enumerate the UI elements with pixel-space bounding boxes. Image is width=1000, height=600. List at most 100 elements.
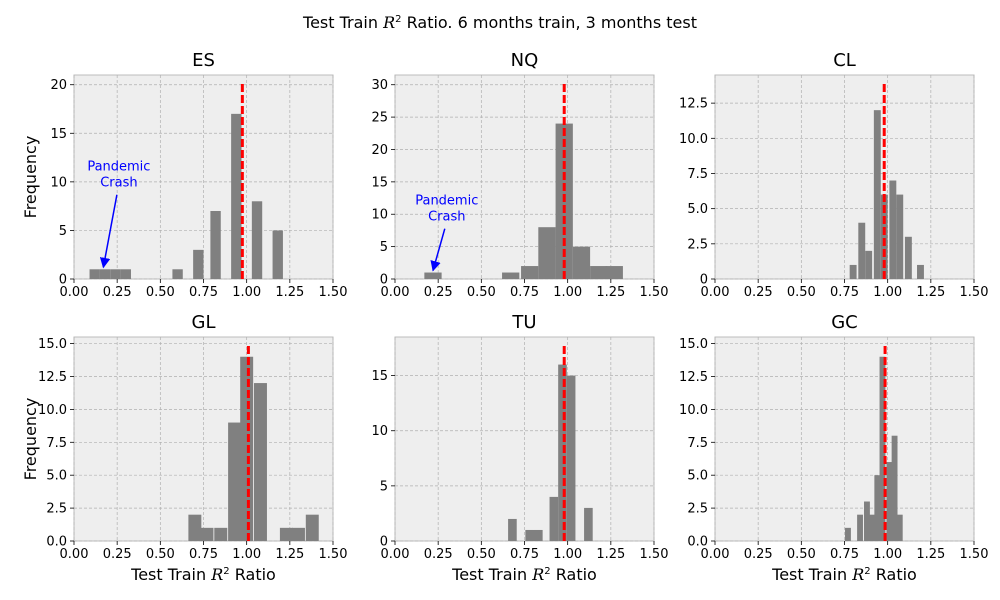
x-axis-label: Test Train R2 Ratio bbox=[451, 565, 597, 584]
panel-gc: 0.00 0.25 0.50 0.75 1.00 1.25 1.50 0.0 2.5 5.0 7.5… bbox=[679, 312, 988, 584]
x-tick-label: 0.50 bbox=[467, 285, 496, 300]
histogram-bar bbox=[891, 435, 898, 541]
panel-cl: 0.00 0.25 0.50 0.75 1.00 1.25 1.50 0 2.5 5.0 7.5 10… bbox=[679, 50, 988, 300]
y-tick-label: 2.5 bbox=[687, 502, 708, 517]
histogram-bar bbox=[869, 514, 876, 541]
histogram-bar bbox=[889, 180, 897, 279]
y-tick-label: 15 bbox=[50, 127, 67, 142]
histogram-bar bbox=[879, 356, 886, 541]
x-tick-label: 0.00 bbox=[381, 285, 410, 300]
histogram-bar bbox=[521, 266, 539, 279]
y-tick-label: 5.0 bbox=[687, 202, 708, 217]
x-tick-label: 0.50 bbox=[146, 285, 175, 300]
panels: 0.00 0.25 0.50 0.75 1.00 1.25 1.5005101520ESFr… bbox=[21, 50, 988, 584]
histogram-bar bbox=[904, 236, 912, 279]
panel-title: ES bbox=[192, 50, 215, 71]
x-tick-label: 0.25 bbox=[424, 547, 453, 562]
x-tick-label: 0.50 bbox=[787, 285, 816, 300]
y-axis-label: Frequency bbox=[21, 398, 40, 481]
x-tick-label: 1.25 bbox=[596, 547, 625, 562]
y-tick-label: 7.5 bbox=[46, 436, 67, 451]
panel-tu: 0.00 0.25 0.50 0.75 1.00 1.25 1.50 0 5 10 15 TU Test… bbox=[371, 312, 668, 584]
y-tick-label: 12.5 bbox=[38, 370, 67, 385]
x-tick-label: 0.50 bbox=[787, 547, 816, 562]
histogram-bar bbox=[502, 272, 520, 279]
panel-title: GC bbox=[831, 312, 858, 333]
histogram-bar bbox=[572, 246, 591, 279]
y-tick-label: 30 bbox=[371, 78, 388, 93]
histogram-bar bbox=[110, 269, 121, 279]
histogram-bar bbox=[200, 527, 214, 541]
annotation-arrow bbox=[99, 194, 118, 269]
histogram-bar bbox=[533, 529, 543, 541]
panel-nq: 0.00 0.25 0.50 0.75 1.00 1.25 1.50 0 5 10 15 20 25 30… bbox=[371, 50, 668, 300]
histogram-bar bbox=[873, 110, 881, 279]
x-tick-label: 0.75 bbox=[189, 285, 218, 300]
x-tick-label: 1.00 bbox=[553, 547, 582, 562]
y-tick-label: 12.5 bbox=[679, 370, 708, 385]
y-tick-label: 5.0 bbox=[46, 469, 67, 484]
annotation-text: Crash bbox=[428, 210, 465, 225]
y-tick-label: 15 bbox=[371, 175, 388, 190]
x-tick-label: 1.50 bbox=[319, 547, 348, 562]
y-tick-label: 15.0 bbox=[38, 337, 67, 352]
x-tick-label: 0.75 bbox=[510, 547, 539, 562]
histogram-bar bbox=[228, 422, 242, 541]
histogram-bar bbox=[214, 527, 228, 541]
histogram-bar bbox=[874, 475, 881, 541]
x-tick-label: 1.50 bbox=[640, 285, 669, 300]
x-tick-label: 1.25 bbox=[275, 285, 304, 300]
panel-title: TU bbox=[511, 312, 536, 333]
panel-gl: 0.00 0.25 0.50 0.75 1.00 1.25 1.50 0.0 2.5 5.0 7.5… bbox=[21, 312, 347, 584]
y-tick-label: 25 bbox=[371, 111, 388, 126]
x-tick-label: 1.50 bbox=[960, 547, 989, 562]
x-tick-label: 0.00 bbox=[701, 285, 730, 300]
y-tick-label: 0 bbox=[700, 273, 708, 288]
y-tick-label: 15.0 bbox=[679, 337, 708, 352]
y-tick-label: 0.0 bbox=[687, 535, 708, 550]
histogram-bar bbox=[886, 462, 893, 541]
x-tick-label: 1.50 bbox=[960, 285, 989, 300]
x-tick-label: 1.25 bbox=[916, 285, 945, 300]
x-tick-label: 1.00 bbox=[232, 547, 261, 562]
histogram-bar bbox=[240, 356, 254, 541]
histogram-bar bbox=[272, 230, 283, 279]
histogram-bar bbox=[538, 227, 556, 279]
histogram-bar bbox=[549, 496, 559, 541]
y-tick-label: 2.5 bbox=[46, 502, 67, 517]
x-tick-label: 1.50 bbox=[640, 547, 669, 562]
x-axis-label: Test Train R2 Ratio bbox=[130, 565, 276, 584]
x-tick-label: 0.00 bbox=[60, 285, 89, 300]
panel-title: NQ bbox=[511, 50, 539, 71]
y-tick-label: 7.5 bbox=[687, 167, 708, 182]
x-tick-label: 0.00 bbox=[701, 547, 730, 562]
x-axis-label: Test Train R2 Ratio bbox=[771, 565, 917, 584]
histogram-bar bbox=[858, 222, 866, 279]
histogram-bar bbox=[896, 194, 904, 279]
y-tick-label: 20 bbox=[50, 78, 67, 93]
histogram-bar bbox=[291, 527, 305, 541]
y-tick-label: 0 bbox=[380, 535, 388, 550]
x-tick-label: 0.25 bbox=[744, 285, 773, 300]
y-tick-label: 10 bbox=[50, 175, 67, 190]
y-tick-label: 7.5 bbox=[687, 436, 708, 451]
histogram-bar bbox=[188, 514, 202, 541]
y-axis-label: Frequency bbox=[21, 136, 40, 219]
y-tick-label: 10.0 bbox=[679, 403, 708, 418]
histogram-bar bbox=[210, 211, 221, 279]
histogram-bar bbox=[880, 194, 888, 279]
histogram-bar bbox=[99, 269, 111, 279]
histogram-bar bbox=[865, 250, 873, 279]
histogram-bar bbox=[193, 249, 204, 279]
histogram-bar bbox=[917, 264, 924, 279]
histogram-bar bbox=[849, 264, 857, 279]
histogram-bar bbox=[424, 272, 442, 279]
y-tick-label: 5.0 bbox=[687, 469, 708, 484]
y-tick-label: 10 bbox=[371, 208, 388, 223]
x-tick-label: 1.00 bbox=[553, 285, 582, 300]
x-tick-label: 0.25 bbox=[744, 547, 773, 562]
histogram-bar bbox=[508, 518, 517, 541]
x-tick-label: 1.25 bbox=[916, 547, 945, 562]
x-tick-label: 0.50 bbox=[467, 547, 496, 562]
histogram-bar bbox=[251, 201, 263, 279]
